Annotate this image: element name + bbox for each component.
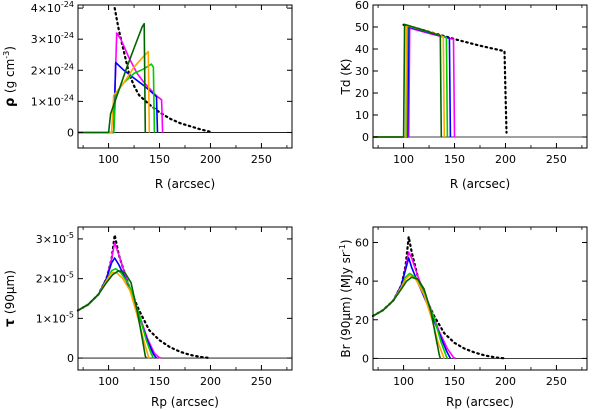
y-tick-label: 1×10-24 <box>31 93 74 108</box>
chart-rho: 100 150 200 250 0 1×10-24 2×10-24 3×10-24 4×10-2… <box>2 0 293 191</box>
y-tick-label: 40 <box>355 43 369 56</box>
x-tick-label: 150 <box>149 153 170 166</box>
chart-td: 100 150 200 250 0 10 20 30 40 50 60 R (arcsec) Td (K… <box>339 0 588 191</box>
x-tick-label: 150 <box>149 375 170 388</box>
x-tick-label: 250 <box>546 153 567 166</box>
x-tick-label: 100 <box>98 153 119 166</box>
y-tick-label: 3×10-24 <box>31 31 74 46</box>
series-green <box>77 267 155 359</box>
y-tick-label: 10 <box>355 109 369 122</box>
series-dark-green <box>372 276 442 359</box>
x-axis-label: R (arcsec) <box>155 177 215 191</box>
y-tick-label: 20 <box>355 87 369 100</box>
series-blue <box>373 26 452 138</box>
x-tick-label: 100 <box>98 375 119 388</box>
x-tick-label: 150 <box>444 153 465 166</box>
x-tick-label: 200 <box>495 375 516 388</box>
y-axis-label: Td (K) <box>339 59 353 96</box>
y-axis-label: Br (90μm) (MJy sr-1) <box>338 239 353 357</box>
x-tick-label: 100 <box>393 375 414 388</box>
x-axis-label: Rp (arcsec) <box>151 395 219 409</box>
series-dotted-reference <box>371 235 507 360</box>
series-dark-green <box>77 269 148 359</box>
y-tick-label: 0 <box>362 131 369 144</box>
y-tick-label: 0 <box>362 352 369 365</box>
x-axis-label: Rp (arcsec) <box>446 395 514 409</box>
y-tick-label: 30 <box>355 65 369 78</box>
y-tick-label: 20 <box>355 314 369 327</box>
y-tick-label: 50 <box>355 21 369 34</box>
x-tick-label: 100 <box>393 153 414 166</box>
y-tick-label: 0 <box>67 352 74 365</box>
series-orange <box>78 50 151 134</box>
series-magenta <box>77 242 162 359</box>
y-tick-label: 1×10-5 <box>36 310 74 325</box>
y-tick-label: 40 <box>355 275 369 288</box>
x-tick-label: 250 <box>546 375 567 388</box>
y-tick-label: 4×10-24 <box>31 0 74 15</box>
plot-frame <box>372 226 588 371</box>
x-tick-label: 250 <box>251 375 272 388</box>
series-magenta <box>373 27 456 138</box>
y-axis-label: ρ (g cm-3) <box>2 46 18 107</box>
series-green <box>78 63 156 134</box>
series-green <box>372 272 449 359</box>
y-axis-label: τ (90μm) <box>3 270 18 327</box>
x-axis-label: R (arcsec) <box>450 177 510 191</box>
x-tick-label: 200 <box>495 153 516 166</box>
x-tick-label: 250 <box>251 153 272 166</box>
y-tick-label: 3×10-5 <box>36 231 74 246</box>
y-tick-label: 60 <box>355 236 369 249</box>
x-tick-label: 150 <box>444 375 465 388</box>
y-tick-label: 60 <box>355 0 369 12</box>
chart-br: 100 150 200 250 0 20 40 60 Rp (arcsec) Br (90μm) … <box>338 226 588 409</box>
plot-frame <box>77 4 293 149</box>
plot-frame <box>77 226 293 371</box>
x-tick-label: 200 <box>200 153 221 166</box>
x-tick-label: 200 <box>200 375 221 388</box>
y-tick-label: 2×10-5 <box>36 271 74 286</box>
y-tick-label: 2×10-24 <box>31 62 74 77</box>
chart-tau: 100 150 200 250 0 1×10-5 2×10-5 3×10-5 Rp (arcse… <box>3 226 293 409</box>
series-dark-green <box>78 22 147 134</box>
series-dark-green <box>373 23 443 138</box>
y-tick-label: 0 <box>67 126 74 139</box>
